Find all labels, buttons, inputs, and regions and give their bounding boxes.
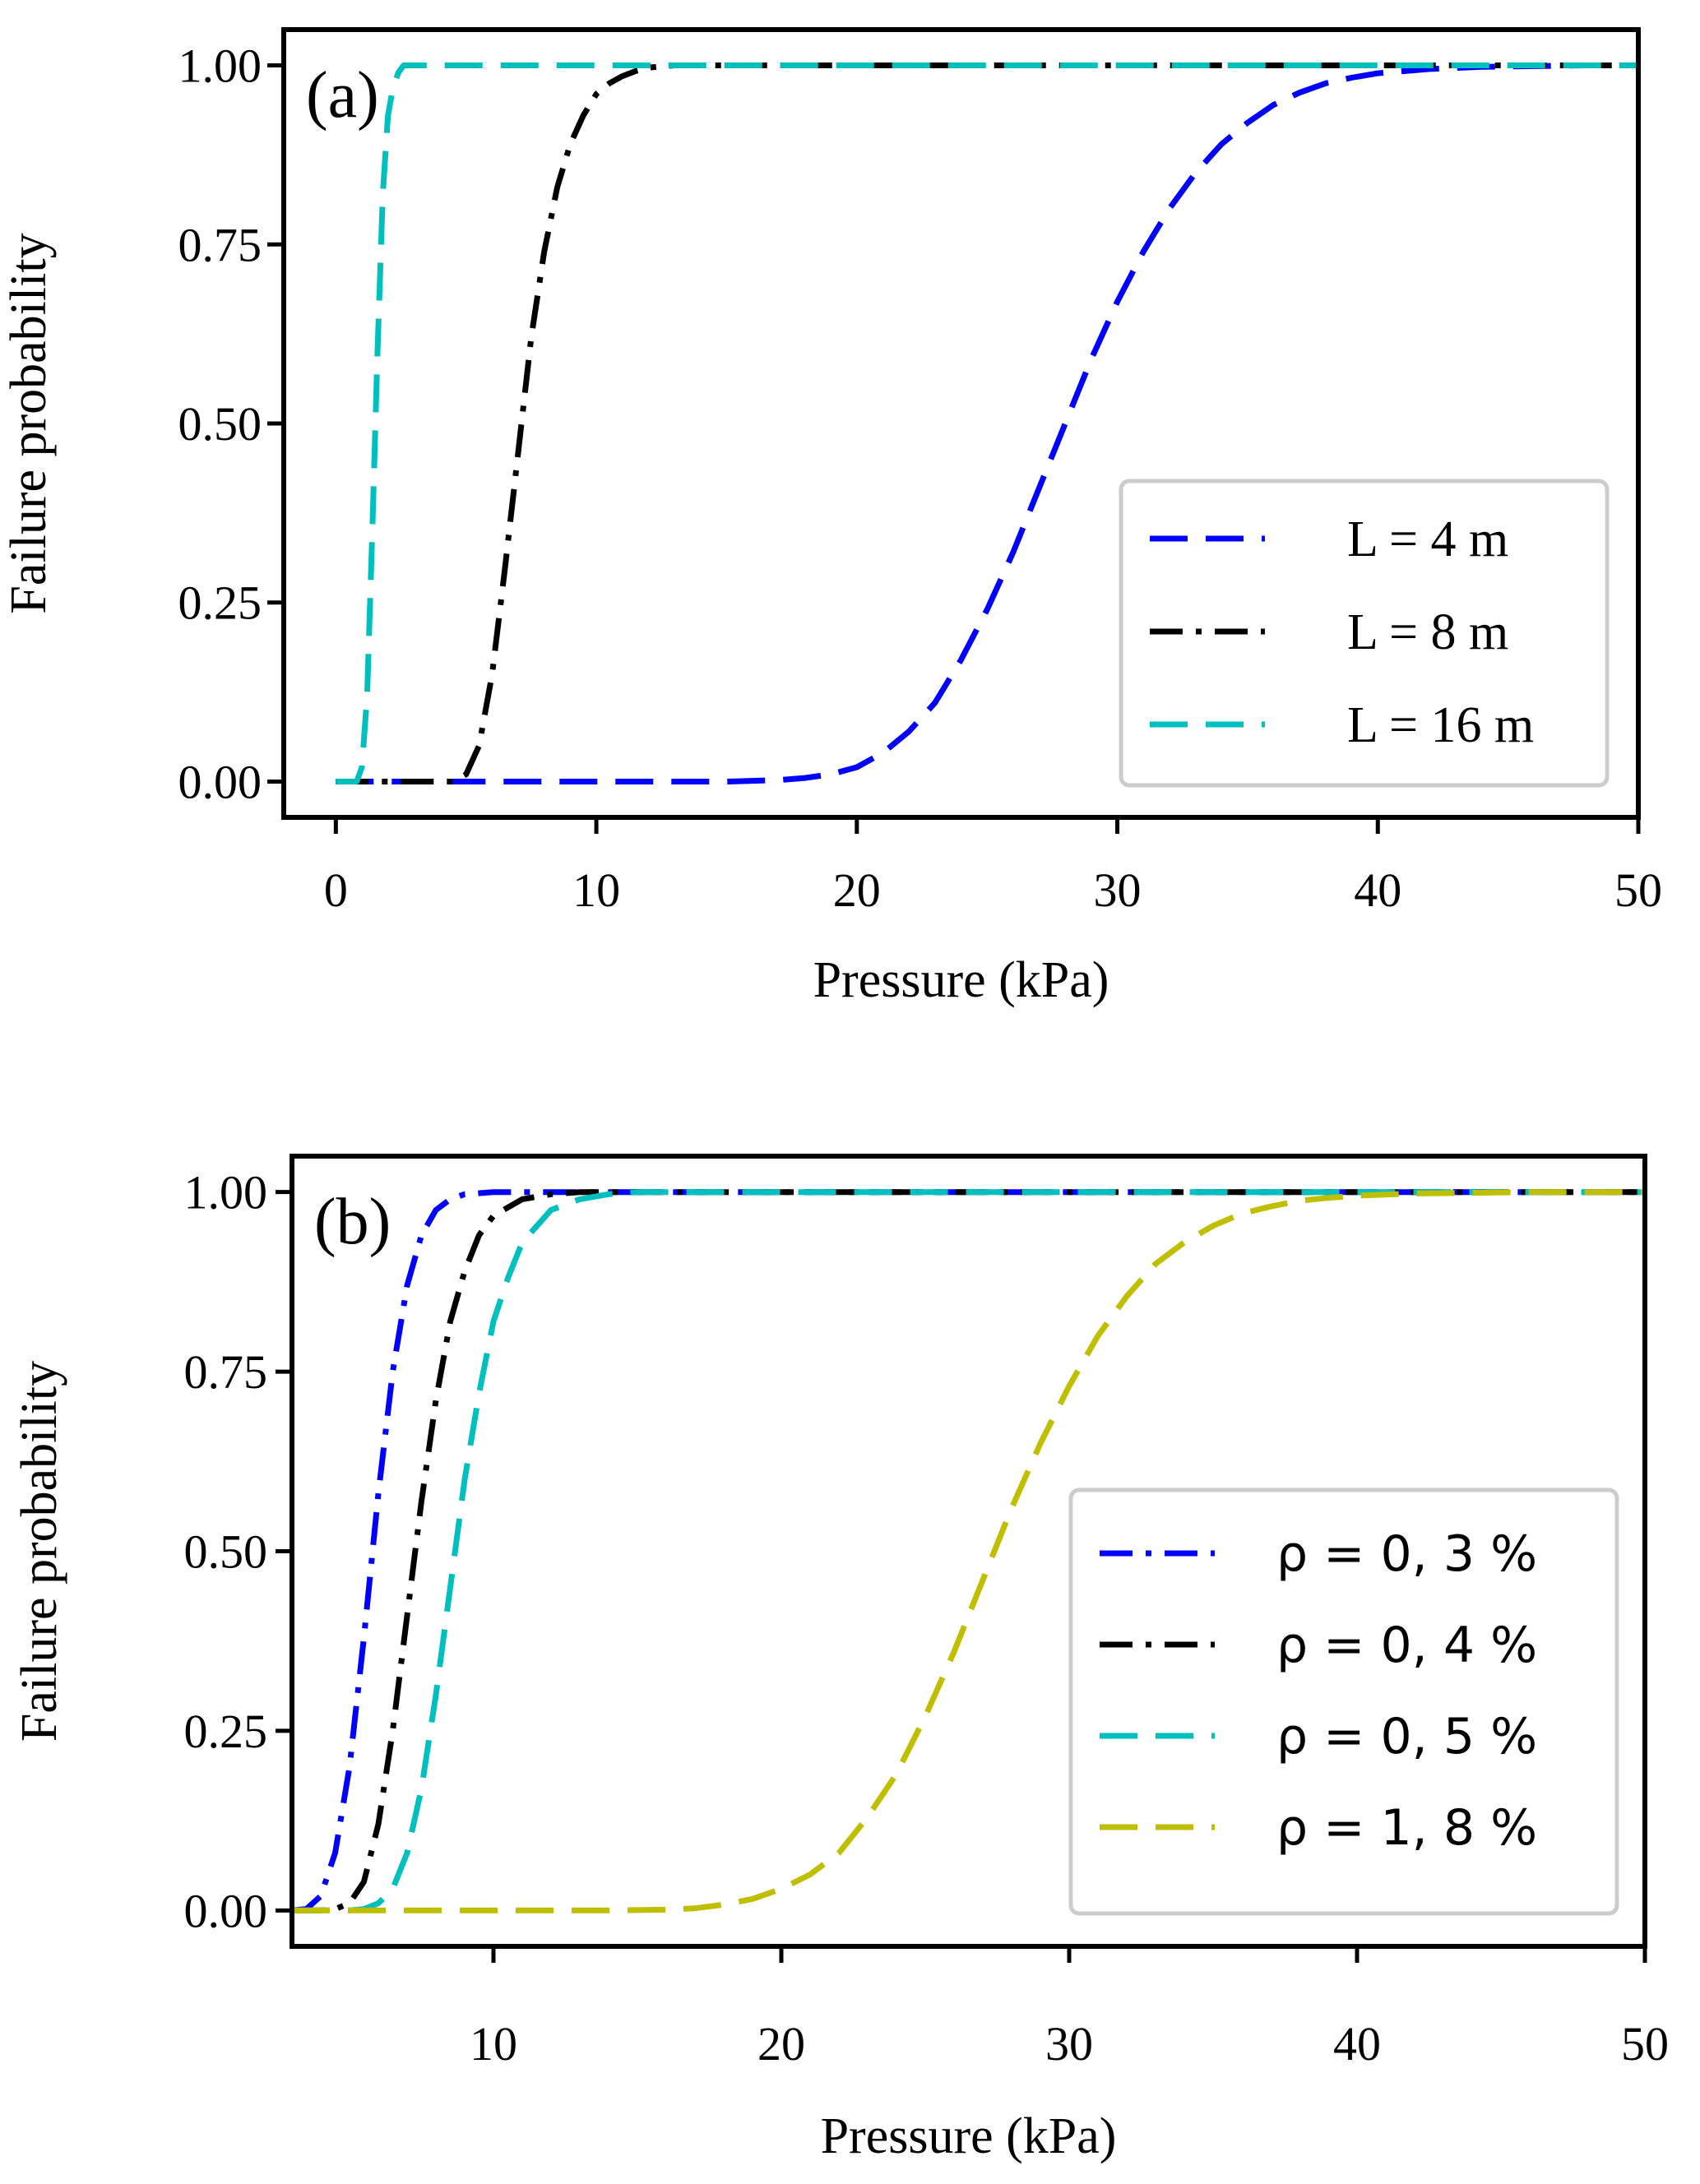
panel-label: (a) [306,59,379,132]
x-tick-label: 40 [1333,2017,1381,2071]
legend-label-1: L = 4 m [1347,511,1508,567]
x-tick-label: 20 [833,863,881,917]
x-axis-label: Pressure (kPa) [813,952,1109,1008]
x-tick-label: 30 [1045,2017,1093,2071]
legend-label-4: ρ = 1, 8 % [1276,1799,1537,1857]
legend: ρ = 0, 3 % ρ = 0, 4 % ρ = 0, 5 % ρ = 1, 8 % [1068,1488,1619,1916]
x-tick-label: 50 [1621,2017,1669,2071]
legend-label-2: L = 8 m [1347,604,1508,660]
x-tick-label: 0 [324,863,348,917]
y-tick-label: 0.75 [178,218,262,271]
x-tick-label: 50 [1614,863,1662,917]
x-tick-label: 20 [757,2017,805,2071]
panel-label: (b) [314,1186,391,1258]
x-tick-label: 10 [470,2017,517,2071]
legend-label-2: ρ = 0, 4 % [1276,1617,1537,1674]
legend-box [1119,479,1610,788]
y-tick-label: 0.00 [178,755,262,808]
y-axis-label: Failure probability [12,1361,67,1742]
series-line-2 [336,62,1638,784]
series-line-3 [292,1189,1645,1913]
x-tick-label: 30 [1094,863,1142,917]
panel-b: 10 20 30 40 50 0.00 0.25 0.50 0.75 1.00 Pressure (… [12,1154,1669,2164]
series-line-1 [336,62,1638,784]
legend-label-3: ρ = 0, 5 % [1276,1708,1537,1765]
y-tick-label: 0.25 [178,576,262,630]
series-lines [292,1189,1645,1913]
series-lines [336,62,1638,784]
legend-label-1: ρ = 0, 3 % [1276,1525,1537,1583]
y-tick-label: 0.00 [184,1884,268,1937]
y-tick-label: 0.50 [184,1525,268,1579]
legend: L = 4 m L = 8 m L = 16 m [1119,479,1610,788]
panel-a: 0 10 20 30 40 50 0.00 0.25 0.50 0.75 1.00 Pressure … [1,27,1662,1008]
y-axis-label: Failure probability [1,233,57,613]
legend-label-3: L = 16 m [1347,697,1534,753]
x-axis-label: Pressure (kPa) [821,2108,1117,2164]
y-tick-label: 0.25 [184,1705,268,1758]
x-tick-label: 10 [572,863,620,917]
legend-box [1068,1488,1619,1916]
series-line-4 [292,1189,1645,1913]
y-tick-label: 1.00 [178,39,262,93]
series-line-3 [336,62,1638,784]
x-tick-label: 40 [1354,863,1401,917]
y-tick-label: 1.00 [184,1166,268,1219]
y-tick-label: 0.75 [184,1345,268,1399]
y-tick-label: 0.50 [178,397,262,451]
series-line-1 [292,1189,1645,1913]
series-line-2 [292,1189,1645,1913]
